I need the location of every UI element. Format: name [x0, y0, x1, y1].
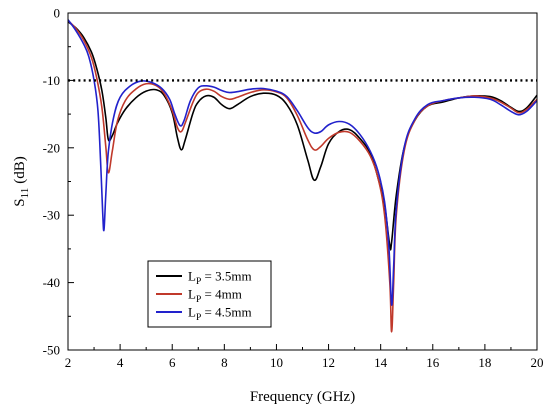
y-tick-label: 0	[54, 6, 61, 21]
y-axis-title-unit: (dB)	[12, 156, 28, 184]
series-curves	[68, 19, 537, 333]
y-tick-label: -10	[43, 73, 60, 88]
series-line-1	[68, 21, 537, 251]
y-tick-label: -20	[43, 140, 60, 155]
y-tick-label: -40	[43, 275, 60, 290]
legend-label-sub: P	[196, 277, 201, 287]
x-axis-title: Frequency (GHz)	[250, 389, 355, 405]
y-tick-label: -30	[43, 208, 60, 223]
legend-label-3: LP = 4.5mm	[188, 305, 252, 324]
legend-label-sub: P	[196, 295, 201, 305]
series-line-2	[68, 19, 537, 333]
x-tick-label: 4	[117, 355, 124, 370]
x-tick-label: 10	[270, 355, 283, 370]
x-tick-label: 20	[531, 355, 544, 370]
legend-label-main: L	[188, 287, 196, 302]
legend-label-sub: P	[196, 313, 201, 323]
x-tick-label: 14	[374, 355, 388, 370]
plot-frame	[67, 12, 538, 351]
y-axis-title-sub: 11	[19, 188, 31, 199]
legend-label-main: L	[188, 305, 196, 320]
y-axis-title: S11 (dB)	[12, 156, 31, 206]
x-tick-label: 6	[169, 355, 176, 370]
x-tick-label: 12	[322, 355, 335, 370]
legend-label-1: LP = 3.5mm	[188, 269, 252, 288]
x-tick-label: 2	[65, 355, 72, 370]
y-tick-label: -50	[43, 343, 60, 358]
legend-label-2: LP = 4mm	[188, 287, 242, 306]
legend-label-rest: = 3.5mm	[201, 269, 251, 284]
x-tick-label: 8	[221, 355, 228, 370]
legend-label-main: L	[188, 269, 196, 284]
y-axis-title-main: S	[12, 198, 28, 206]
x-tick-label: 16	[426, 355, 440, 370]
x-tick-label: 18	[478, 355, 491, 370]
legend-label-rest: = 4mm	[201, 287, 242, 302]
axes: 2 4 6 8 10 12 14 16 18 20 0 -10 -20 -30 -40 -50 Frequenc…	[12, 6, 544, 406]
legend-label-rest: = 4.5mm	[201, 305, 251, 320]
series-line-3	[68, 19, 537, 306]
